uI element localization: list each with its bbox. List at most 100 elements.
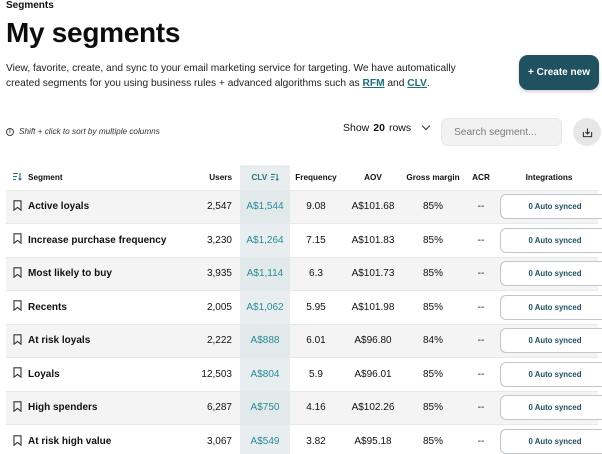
sort-icon — [13, 172, 22, 181]
favorite-toggle[interactable] — [6, 256, 28, 291]
segment-name-cell[interactable]: Active loyals — [28, 189, 178, 224]
breadcrumb: Segments — [6, 0, 54, 11]
bookmark-icon — [12, 401, 22, 413]
favorite-toggle[interactable] — [6, 357, 28, 391]
frequency-cell: 9.08 — [290, 189, 342, 224]
favorite-toggle[interactable] — [6, 290, 28, 324]
bookmark-icon — [12, 200, 22, 212]
gross-margin-cell: 85% — [404, 424, 462, 454]
gross-margin-cell: 85% — [404, 189, 462, 224]
aov-cell: A$95.18 — [342, 424, 404, 454]
gross-margin-cell: 84% — [404, 323, 462, 358]
column-header-segment[interactable]: Segment — [28, 172, 63, 182]
users-cell: 2,222 — [178, 323, 240, 358]
favorite-toggle[interactable] — [6, 424, 28, 454]
segment-name-cell[interactable]: Most likely to buy — [28, 256, 178, 291]
acr-cell: -- — [462, 256, 500, 291]
info-icon: i — [6, 127, 14, 136]
sort-hint: i Shift + click to sort by multiple colu… — [6, 127, 160, 136]
integrations-cell: 0 Auto synced — [500, 323, 602, 358]
auto-synced-button[interactable]: 0 Auto synced — [500, 429, 602, 454]
auto-synced-button[interactable]: 0 Auto synced — [500, 194, 602, 220]
column-header-gross-margin[interactable]: Gross margin — [406, 172, 460, 182]
aov-cell: A$96.80 — [342, 323, 404, 358]
search-segment-field[interactable] — [441, 118, 562, 146]
aov-cell: A$96.01 — [342, 357, 404, 391]
users-cell: 2,005 — [178, 290, 240, 324]
favorite-toggle[interactable] — [6, 223, 28, 257]
bookmark-icon — [12, 367, 22, 379]
auto-synced-button[interactable]: 0 Auto synced — [500, 361, 602, 387]
column-header-users[interactable]: Users — [209, 172, 232, 182]
sort-icon — [270, 173, 279, 181]
integrations-cell: 0 Auto synced — [500, 357, 602, 391]
segment-name-cell[interactable]: Loyals — [28, 357, 178, 391]
rows-per-page-select[interactable]: Show 20 rows — [343, 121, 431, 134]
auto-synced-button[interactable]: 0 Auto synced — [500, 395, 602, 421]
table-row[interactable]: Recents 2,005 A$1,062 5.95 A$101.98 85% -- 0 Au… — [6, 290, 602, 324]
frequency-cell: 5.9 — [290, 357, 342, 391]
page-title: My segments — [6, 17, 181, 48]
rows-select-prefix: Show — [343, 122, 370, 134]
clv-cell: A$804 — [240, 357, 290, 391]
frequency-cell: 7.15 — [290, 223, 342, 257]
bookmark-icon — [12, 300, 22, 312]
column-header-acr[interactable]: ACR — [472, 172, 490, 182]
rfm-link[interactable]: RFM — [362, 77, 385, 89]
integrations-cell: 0 Auto synced — [500, 424, 602, 454]
column-header-integrations: Integrations — [525, 172, 573, 182]
bookmark-icon — [12, 267, 22, 279]
clv-cell: A$1,062 — [240, 290, 290, 324]
sort-columns-header[interactable] — [6, 165, 28, 190]
column-header-aov[interactable]: AOV — [364, 172, 382, 182]
aov-cell: A$101.83 — [342, 223, 404, 257]
column-header-frequency[interactable]: Frequency — [295, 172, 337, 182]
gross-margin-cell: 85% — [404, 390, 462, 425]
segment-name-cell[interactable]: At risk high value — [28, 424, 178, 454]
download-button[interactable] — [573, 118, 601, 146]
gross-margin-cell: 85% — [404, 256, 462, 291]
segment-name-cell[interactable]: Recents — [28, 290, 178, 324]
favorite-toggle[interactable] — [6, 189, 28, 224]
table-row[interactable]: Active loyals 2,547 A$1,544 9.08 A$101.68 85%… — [6, 189, 602, 224]
integrations-cell: 0 Auto synced — [500, 223, 602, 257]
users-cell: 2,547 — [178, 189, 240, 224]
column-header-clv[interactable]: CLV — [240, 165, 290, 190]
acr-cell: -- — [462, 323, 500, 358]
table-row[interactable]: Increase purchase frequency 3,230 A$1,264 7… — [6, 223, 602, 257]
rows-select-count: 20 — [373, 122, 385, 134]
clv-cell: A$888 — [240, 323, 290, 358]
table-row[interactable]: At risk loyals 2,222 A$888 6.01 A$96.80 84% --… — [6, 323, 602, 358]
aov-cell: A$101.73 — [342, 256, 404, 291]
auto-synced-button[interactable]: 0 Auto synced — [500, 261, 602, 287]
table-header-row: Segment Users CLV Frequency AOV Gross ma… — [6, 165, 598, 190]
bookmark-icon — [12, 233, 22, 245]
rows-select-suffix: rows — [388, 122, 412, 134]
auto-synced-button[interactable]: 0 Auto synced — [500, 294, 602, 320]
users-cell: 3,067 — [178, 424, 240, 454]
table-row[interactable]: High spenders 6,287 A$750 4.16 A$102.26 85% --… — [6, 390, 602, 425]
favorite-toggle[interactable] — [6, 390, 28, 425]
segment-name-cell[interactable]: High spenders — [28, 390, 178, 425]
search-input[interactable] — [454, 126, 549, 138]
auto-synced-button[interactable]: 0 Auto synced — [500, 227, 602, 253]
table-row[interactable]: Most likely to buy 3,935 A$1,114 6.3 A$101.7… — [6, 256, 602, 291]
frequency-cell: 6.01 — [290, 323, 342, 358]
clv-cell: A$1,264 — [240, 223, 290, 257]
create-new-button[interactable]: + Create new — [519, 55, 599, 90]
segment-name-cell[interactable]: At risk loyals — [28, 323, 178, 358]
table-row[interactable]: At risk high value 3,067 A$549 3.82 A$95.18 8… — [6, 424, 602, 454]
frequency-cell: 5.95 — [290, 290, 342, 324]
auto-synced-button[interactable]: 0 Auto synced — [500, 328, 602, 354]
integrations-cell: 0 Auto synced — [500, 189, 602, 224]
aov-cell: A$101.68 — [342, 189, 404, 224]
favorite-toggle[interactable] — [6, 323, 28, 358]
segment-name-cell[interactable]: Increase purchase frequency — [28, 223, 178, 257]
clv-cell: A$1,544 — [240, 189, 290, 224]
clv-header-label: CLV — [251, 172, 268, 182]
acr-cell: -- — [462, 357, 500, 391]
table-row[interactable]: Loyals 12,503 A$804 5.9 A$96.01 85% -- 0 Auto s… — [6, 357, 602, 391]
clv-link[interactable]: CLV — [407, 77, 427, 89]
integrations-cell: 0 Auto synced — [500, 390, 602, 425]
segments-table: Segment Users CLV Frequency AOV Gross ma… — [6, 165, 602, 454]
